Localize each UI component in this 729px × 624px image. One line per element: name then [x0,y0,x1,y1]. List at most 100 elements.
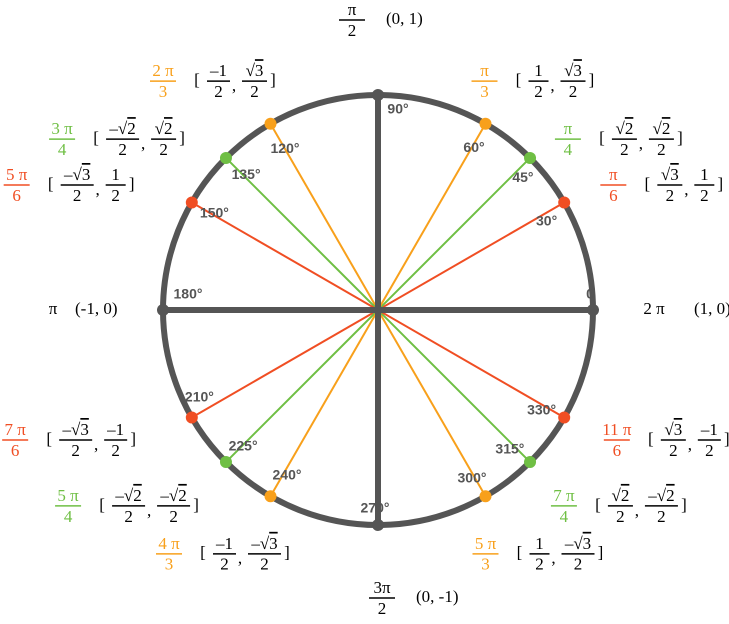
coord-y-135-num: √2 [155,119,173,138]
radian-60-num: π [480,61,489,80]
radian-30-num: π [609,165,618,184]
radian-120: 2 π3 [150,61,176,101]
radian-210-den: 6 [11,441,20,460]
bracket-open-135: [ [93,128,99,147]
point-225 [220,456,232,468]
radian-45: π4 [555,119,581,159]
radian-315-den: 4 [560,507,569,526]
radian-135: 3 π4 [49,119,75,159]
degree-label-300: 300° [458,469,487,485]
comma-150: , [96,180,100,199]
degree-label-210: 210° [185,389,214,405]
bracket-close-315: ] [681,495,687,514]
coord-x-210-num: –√3 [62,420,89,439]
radian-45-num: π [564,119,573,138]
point-30 [558,197,570,209]
radian-225: 5 π4 [55,486,81,526]
radian-60-den: 3 [480,82,489,101]
radian-180: π [49,299,58,318]
bracket-open-30: [ [644,174,650,193]
degree-label-90: 90° [387,101,408,117]
label-45: π4[√22,√22] [555,119,683,159]
bracket-close-135: ] [179,128,185,147]
radian-120-num: 2 π [152,61,174,80]
coord-x-315: √22 [608,486,633,526]
radian-0: 2 π [643,299,665,318]
radian-270-den: 2 [378,599,387,618]
coord-y-135-den: 2 [159,140,168,159]
radian-330: 11 π6 [602,420,632,460]
radian-225-den: 4 [64,507,73,526]
unit-circle-diagram: 02 π(1, 0)30° π6[√32,12]45° π4[√22,√22]6… [0,0,729,624]
comma-300: , [551,549,555,568]
radian-240: 4 π3 [156,534,182,574]
coord-y-135: √22 [151,119,176,159]
coord-x-225-den: 2 [124,507,133,526]
coord-x-45-num: √2 [615,119,633,138]
point-210 [186,412,198,424]
coord-180: (-1, 0) [75,299,117,318]
bracket-open-300: [ [517,543,523,562]
coord-y-300: –√32 [562,534,595,574]
radian-210: 7 π6 [2,420,28,460]
point-120 [265,118,277,130]
coord-x-60: 12 [529,61,549,101]
coord-x-120-den: 2 [214,82,223,101]
label-135: 3 π4[–√22,√22] [49,119,185,159]
coord-y-45-den: 2 [657,140,666,159]
coord-x-45: √22 [612,119,637,159]
coord-y-300-den: 2 [574,555,583,574]
label-90: π2(0, 1)(0, 1) [334,0,423,40]
bracket-open-150: [ [48,174,54,193]
point-240 [265,490,277,502]
coord-x-300-den: 2 [535,555,544,574]
radian-45-den: 4 [564,140,573,159]
coord-x-240-num: –1 [215,534,233,553]
radius-45 [378,158,530,310]
label-150: 5 π6[–√32,12] [4,165,135,205]
bracket-close-330: ] [724,429,729,448]
coord-x-210: –√32 [59,420,92,460]
coord-x-330-den: 2 [669,441,678,460]
coord-y-315-den: 2 [657,507,666,526]
coord-y-330: –12 [698,420,721,460]
point-300 [480,490,492,502]
label-60: π3[12,√32] [472,61,595,101]
point-315 [524,456,536,468]
bracket-close-240: ] [284,543,290,562]
point-150 [186,197,198,209]
bracket-open-120: [ [194,70,200,89]
radian-90-den: 2 [348,21,357,40]
radian-120-den: 3 [159,82,168,101]
comma-330: , [688,435,692,454]
coord-x-330: √32 [661,420,686,460]
coord-x-30-num: √3 [661,165,679,184]
label-225: 5 π4[–√22,–√22] [55,486,199,526]
bracket-open-240: [ [200,543,206,562]
coord-y-225-num: –√2 [159,486,186,505]
bracket-open-315: [ [595,495,601,514]
bracket-close-300: ] [598,543,604,562]
coord-x-30: √32 [657,165,682,205]
coord-x-150-num: –√3 [63,165,90,184]
radian-30-den: 6 [609,186,618,205]
coord-x-225: –√22 [112,486,145,526]
radius-300 [378,310,486,496]
point-270 [372,519,384,531]
point-45 [524,152,536,164]
coord-x-30-den: 2 [666,186,675,205]
bracket-close-30: ] [717,174,723,193]
radian-150: 5 π6 [4,165,30,205]
radian-315-num: 7 π [553,486,575,505]
bracket-open-225: [ [99,495,105,514]
comma-210: , [94,435,98,454]
coord-x-135-num: –√2 [108,119,135,138]
radian-330-num: 11 π [602,420,632,439]
coord-y-210-num: –1 [106,420,124,439]
coord-y-120: √32 [242,61,267,101]
point-90 [372,89,384,101]
coord-y-240-num: –√3 [250,534,277,553]
label-120: 2 π3[–12,√32] [150,61,276,101]
coord-x-315-num: √2 [611,486,629,505]
radian-90: π2 [339,0,365,40]
